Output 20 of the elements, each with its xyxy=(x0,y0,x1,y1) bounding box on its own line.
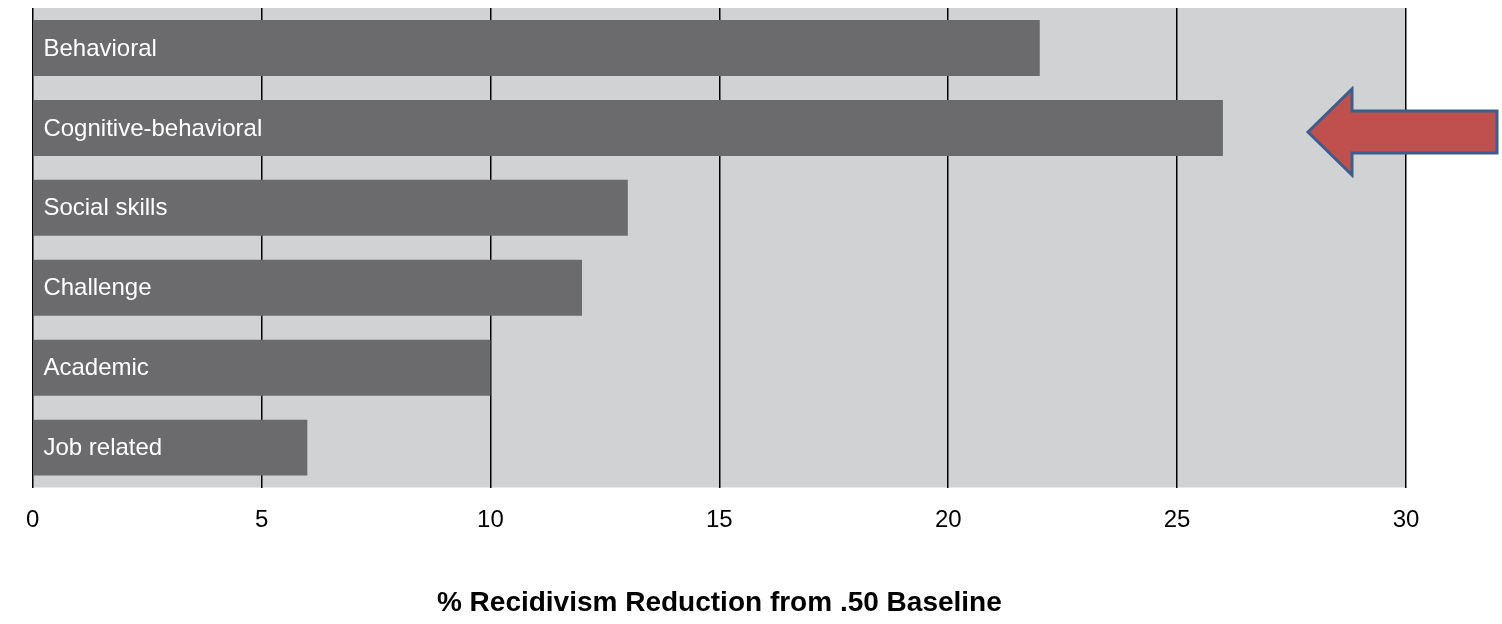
x-tick-label: 5 xyxy=(254,504,269,532)
bar xyxy=(33,179,628,236)
y-tick-label: Cognitive-behavioral xyxy=(43,113,263,141)
bar xyxy=(33,99,1223,156)
x-tick-label: 25 xyxy=(1163,504,1191,532)
y-tick-label: Academic xyxy=(43,353,149,381)
x-tick-label: 30 xyxy=(1392,504,1420,532)
bar xyxy=(33,259,582,316)
x-tick-label: 0 xyxy=(25,504,40,532)
x-tick-label: 10 xyxy=(477,504,504,532)
bar xyxy=(33,19,1040,76)
x-axis-title: % Recidivism Reduction from .50 Baseline xyxy=(436,585,1002,617)
y-tick-label: Social skills xyxy=(43,193,168,221)
x-tick-label: 15 xyxy=(705,504,733,532)
y-tick-label: Behavioral xyxy=(43,33,157,61)
x-tick-label: 20 xyxy=(934,504,962,532)
bar xyxy=(33,419,308,476)
y-tick-label: Job related xyxy=(43,433,163,461)
bar xyxy=(33,339,491,396)
y-tick-label: Challenge xyxy=(43,273,152,301)
